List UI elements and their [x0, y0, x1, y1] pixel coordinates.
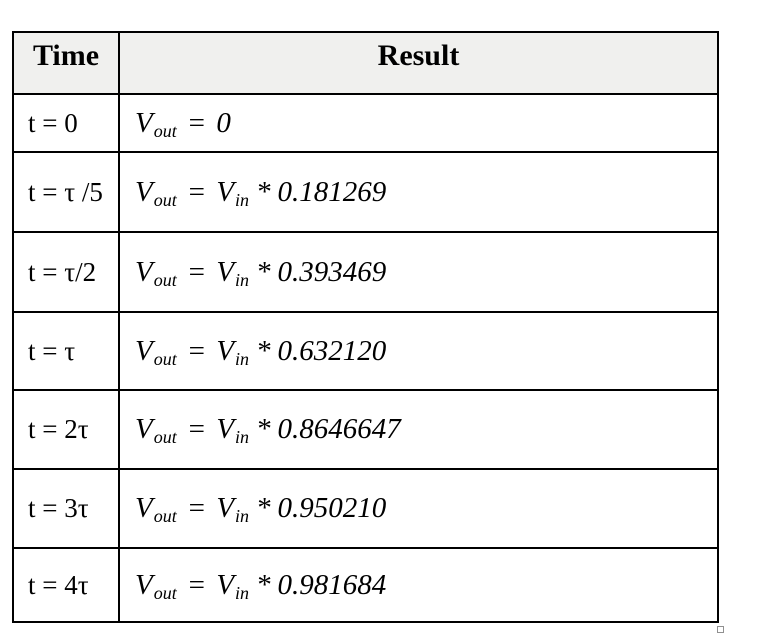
result-value: 0.981684 — [277, 568, 387, 601]
table-row: t = 3τ Vout = Vin * 0.950210 — [12, 468, 719, 549]
v-out-var: V — [135, 413, 153, 445]
v-out-subscript: out — [153, 269, 177, 290]
v-in-subscript: in — [235, 582, 250, 603]
v-out-var: V — [135, 255, 153, 288]
result-cell[interactable]: Vout = Vin * 0.950210 — [118, 468, 719, 549]
v-out-var: V — [135, 492, 153, 524]
multiply-sign: * — [256, 568, 271, 601]
result-value: 0.8646647 — [277, 413, 401, 445]
v-out-subscript: out — [153, 348, 177, 369]
result-value: 0.393469 — [277, 255, 387, 288]
multiply-sign: * — [256, 175, 271, 208]
table-header-row: Time Result — [12, 31, 719, 95]
v-out-subscript: out — [153, 120, 177, 141]
equals-sign: = — [186, 255, 207, 288]
time-cell[interactable]: t = τ /5 — [12, 151, 120, 233]
table-row: t = 4τ Vout = Vin * 0.981684 — [12, 547, 719, 623]
equals-sign: = — [186, 175, 207, 208]
result-cell[interactable]: Vout = Vin * 0.8646647 — [118, 389, 719, 470]
table-row: t = 0 Vout = 0 — [12, 93, 719, 153]
v-out-subscript: out — [153, 189, 177, 210]
equals-sign: = — [186, 568, 207, 601]
v-in-var: V — [216, 492, 235, 524]
time-cell[interactable]: t = τ — [12, 311, 120, 391]
time-cell[interactable]: t = 4τ — [12, 547, 120, 623]
result-cell[interactable]: Vout = Vin * 0.632120 — [118, 311, 719, 391]
time-result-table: Time Result t = 0 Vout = 0 t = τ /5 Vout = V… — [12, 31, 719, 623]
equals-sign: = — [186, 413, 207, 445]
result-value: 0 — [216, 106, 231, 139]
v-out-subscript: out — [153, 582, 177, 603]
equals-sign: = — [186, 492, 207, 524]
v-out-subscript: out — [153, 427, 177, 447]
table-row: t = τ /5 Vout = Vin * 0.181269 — [12, 151, 719, 233]
equals-sign: = — [186, 106, 207, 139]
table-row: t = τ/2 Vout = Vin * 0.393469 — [12, 231, 719, 313]
multiply-sign: * — [256, 492, 271, 524]
v-in-subscript: in — [235, 506, 250, 526]
v-in-subscript: in — [235, 269, 250, 290]
v-in-var: V — [216, 568, 235, 601]
table-row: t = τ Vout = Vin * 0.632120 — [12, 311, 719, 391]
table-resize-handle[interactable] — [717, 626, 724, 633]
time-cell[interactable]: t = 3τ — [12, 468, 120, 549]
result-cell[interactable]: Vout = 0 — [118, 93, 719, 153]
v-in-var: V — [216, 175, 235, 208]
result-cell[interactable]: Vout = Vin * 0.181269 — [118, 151, 719, 233]
result-value: 0.950210 — [277, 492, 387, 524]
v-in-var: V — [216, 255, 235, 288]
v-out-var: V — [135, 106, 153, 139]
result-value: 0.632120 — [277, 334, 387, 367]
time-cell[interactable]: t = 0 — [12, 93, 120, 153]
time-cell[interactable]: t = τ/2 — [12, 231, 120, 313]
v-in-subscript: in — [235, 189, 250, 210]
time-cell[interactable]: t = 2τ — [12, 389, 120, 470]
result-value: 0.181269 — [277, 175, 387, 208]
v-out-var: V — [135, 334, 153, 367]
v-in-subscript: in — [235, 427, 250, 447]
v-out-var: V — [135, 568, 153, 601]
table-row: t = 2τ Vout = Vin * 0.8646647 — [12, 389, 719, 470]
result-cell[interactable]: Vout = Vin * 0.393469 — [118, 231, 719, 313]
v-out-var: V — [135, 175, 153, 208]
v-in-subscript: in — [235, 348, 250, 369]
column-header-time[interactable]: Time — [12, 31, 120, 95]
result-cell[interactable]: Vout = Vin * 0.981684 — [118, 547, 719, 623]
column-header-result[interactable]: Result — [118, 31, 719, 95]
v-out-subscript: out — [153, 506, 177, 526]
v-in-var: V — [216, 334, 235, 367]
multiply-sign: * — [256, 255, 271, 288]
v-in-var: V — [216, 413, 235, 445]
multiply-sign: * — [256, 334, 271, 367]
equals-sign: = — [186, 334, 207, 367]
multiply-sign: * — [256, 413, 271, 445]
